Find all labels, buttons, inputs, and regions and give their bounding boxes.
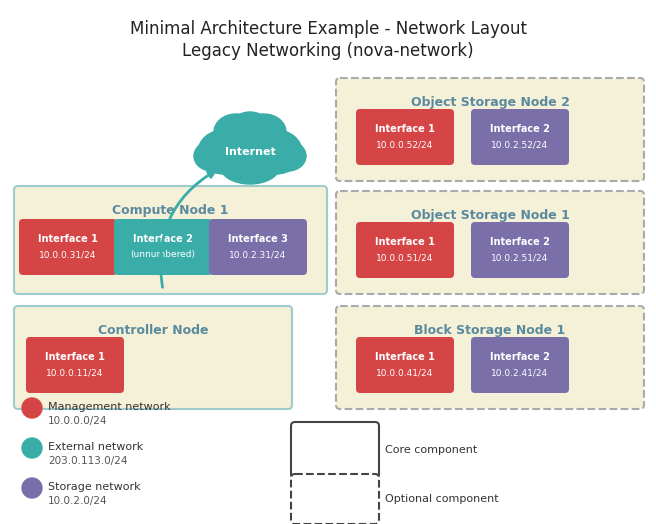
- FancyBboxPatch shape: [336, 306, 644, 409]
- FancyBboxPatch shape: [291, 422, 379, 478]
- FancyBboxPatch shape: [26, 337, 124, 393]
- Text: Object Storage Node 2: Object Storage Node 2: [411, 96, 569, 109]
- FancyBboxPatch shape: [356, 109, 454, 165]
- Text: 10.0.0.0/24: 10.0.0.0/24: [48, 416, 108, 426]
- Text: Legacy Networking (nova-network): Legacy Networking (nova-network): [182, 42, 474, 60]
- Text: 10.0.2.31/24: 10.0.2.31/24: [230, 250, 287, 259]
- Ellipse shape: [220, 148, 280, 184]
- Text: Compute Node 1: Compute Node 1: [112, 204, 229, 217]
- FancyBboxPatch shape: [471, 222, 569, 278]
- Text: Interface 1: Interface 1: [45, 352, 105, 362]
- Text: Storage network: Storage network: [48, 482, 140, 492]
- Text: 10.0.2.52/24: 10.0.2.52/24: [491, 140, 548, 149]
- Circle shape: [22, 438, 42, 458]
- Ellipse shape: [198, 130, 250, 174]
- Text: 10.0.0.31/24: 10.0.0.31/24: [39, 250, 96, 259]
- FancyBboxPatch shape: [356, 337, 454, 393]
- Text: Controller Node: Controller Node: [98, 324, 208, 337]
- Text: Core component: Core component: [385, 445, 478, 455]
- Text: 10.0.0.51/24: 10.0.0.51/24: [377, 254, 434, 263]
- Ellipse shape: [212, 122, 288, 178]
- FancyBboxPatch shape: [14, 306, 292, 409]
- Text: Interface 2: Interface 2: [490, 352, 550, 362]
- Text: Internet: Internet: [224, 147, 276, 157]
- Text: 10.0.2.41/24: 10.0.2.41/24: [491, 368, 548, 377]
- Text: External network: External network: [48, 442, 143, 452]
- Text: Object Storage Node 1: Object Storage Node 1: [411, 209, 569, 222]
- Text: 10.0.0.11/24: 10.0.0.11/24: [47, 368, 104, 377]
- FancyBboxPatch shape: [471, 337, 569, 393]
- FancyBboxPatch shape: [471, 109, 569, 165]
- FancyBboxPatch shape: [291, 474, 379, 524]
- Text: 203.0.113.0/24: 203.0.113.0/24: [48, 456, 127, 466]
- Text: (unnumbered): (unnumbered): [131, 250, 195, 259]
- Text: Interface 2: Interface 2: [490, 237, 550, 247]
- Ellipse shape: [194, 141, 230, 171]
- Ellipse shape: [230, 112, 270, 144]
- Text: 10.0.0.52/24: 10.0.0.52/24: [377, 140, 434, 149]
- Text: Block Storage Node 1: Block Storage Node 1: [415, 324, 565, 337]
- FancyBboxPatch shape: [209, 219, 307, 275]
- Ellipse shape: [250, 130, 302, 174]
- Text: 10.0.2.51/24: 10.0.2.51/24: [491, 254, 548, 263]
- Text: Interface 1: Interface 1: [38, 234, 98, 244]
- Text: 10.0.0.41/24: 10.0.0.41/24: [377, 368, 434, 377]
- Circle shape: [22, 398, 42, 418]
- FancyBboxPatch shape: [336, 191, 644, 294]
- Text: Interface 2: Interface 2: [490, 124, 550, 134]
- Circle shape: [22, 478, 42, 498]
- Text: Optional component: Optional component: [385, 494, 499, 504]
- Text: Interface 2: Interface 2: [133, 234, 193, 244]
- Ellipse shape: [270, 141, 306, 171]
- FancyBboxPatch shape: [336, 78, 644, 181]
- Ellipse shape: [242, 114, 286, 150]
- FancyBboxPatch shape: [114, 219, 212, 275]
- Text: Interface 3: Interface 3: [228, 234, 288, 244]
- Ellipse shape: [214, 114, 258, 150]
- Text: Management network: Management network: [48, 402, 171, 412]
- FancyBboxPatch shape: [19, 219, 117, 275]
- Text: Interface 1: Interface 1: [375, 124, 435, 134]
- Text: 10.0.2.0/24: 10.0.2.0/24: [48, 496, 108, 506]
- Text: Minimal Architecture Example - Network Layout: Minimal Architecture Example - Network L…: [129, 20, 527, 38]
- Text: Interface 1: Interface 1: [375, 237, 435, 247]
- Text: Interface 1: Interface 1: [375, 352, 435, 362]
- FancyBboxPatch shape: [356, 222, 454, 278]
- FancyBboxPatch shape: [14, 186, 327, 294]
